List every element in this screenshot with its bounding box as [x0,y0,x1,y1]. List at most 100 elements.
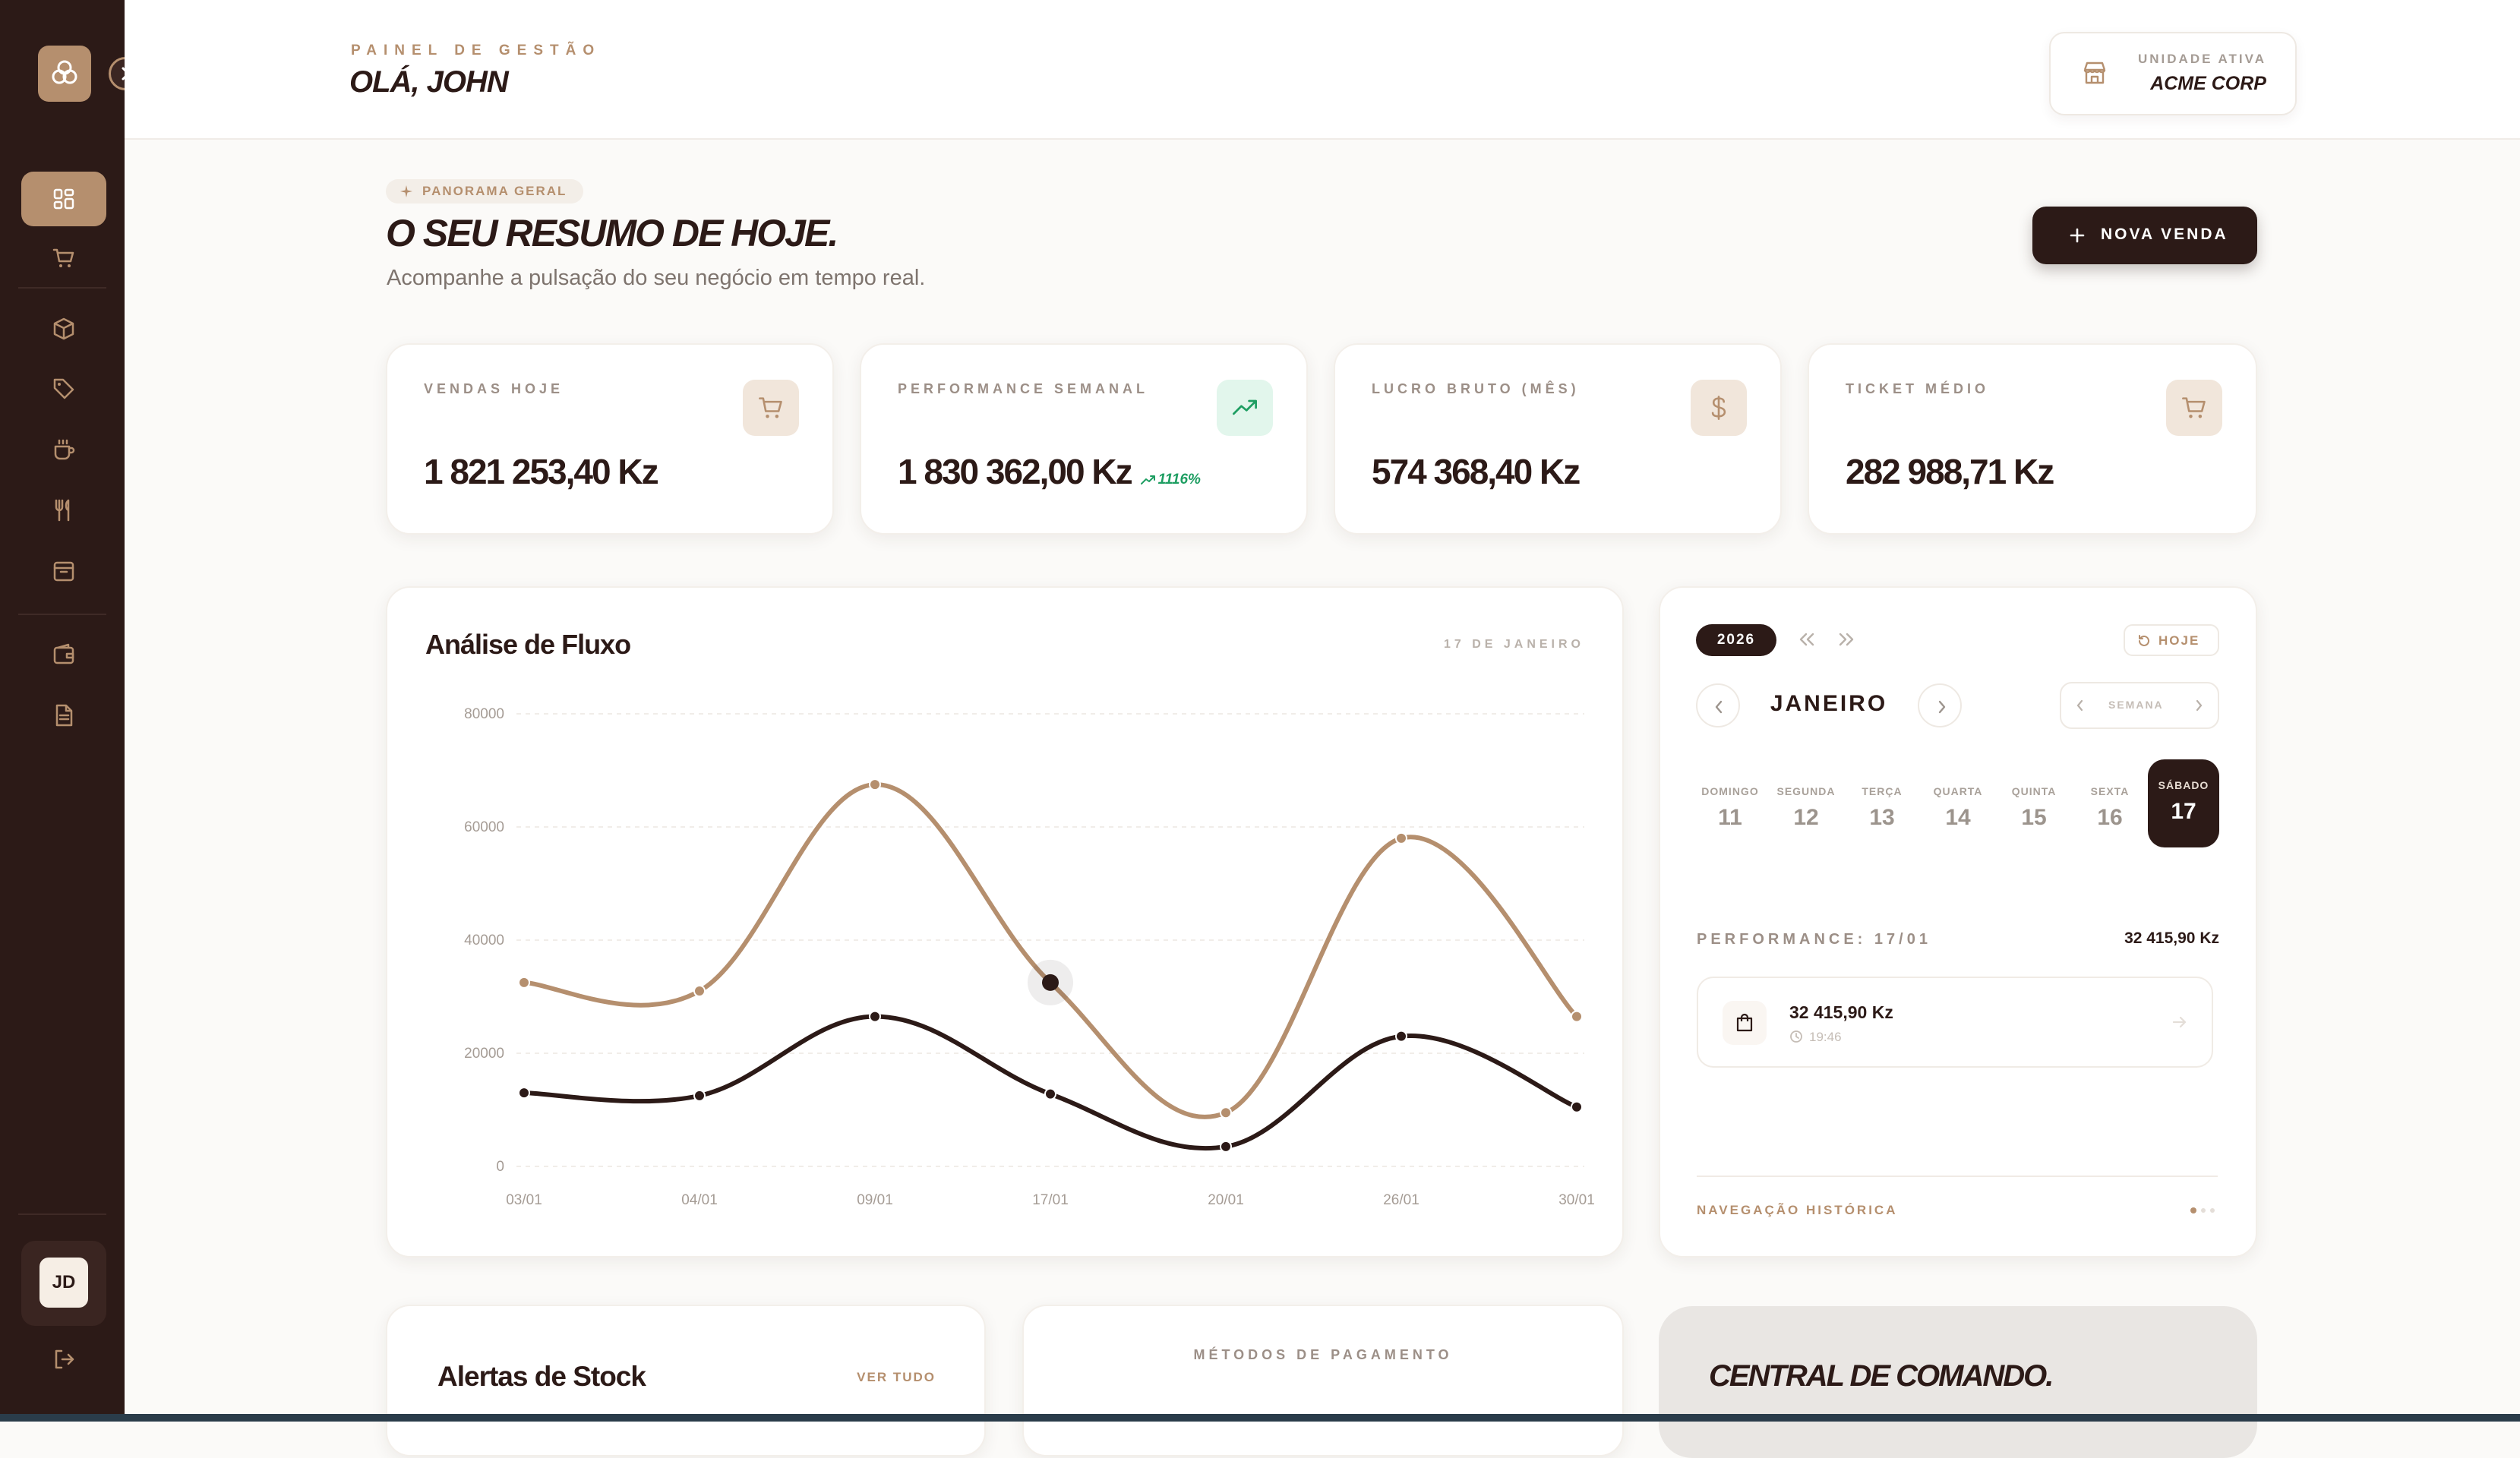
chevrons-left-icon [1799,633,1814,646]
kpi-label: TICKET MÉDIO [1846,381,1989,396]
sidebar-item-drinks[interactable] [21,422,106,477]
prev-year-button[interactable] [1797,626,1817,659]
new-sale-button[interactable]: NOVA VENDA [2032,207,2257,264]
kpi-card-sales-today: VENDAS HOJE 1 821 253,40 Kz [386,343,834,535]
shopping-bag-icon [1736,1013,1753,1032]
logout-button[interactable] [52,1347,76,1371]
calendar-day[interactable]: TERÇA 13 [1846,759,1918,847]
x-tick-label: 20/01 [1208,1192,1244,1208]
divider [1697,1176,2218,1177]
pager-dot[interactable] [2201,1208,2206,1213]
dollar-icon [1711,396,1726,420]
header-eyebrow: PAINEL DE GESTÃO [351,43,602,58]
app-logo[interactable] [38,46,91,102]
week-navigator: SEMANA [2060,682,2219,729]
calendar-day-selected[interactable]: SÁBADO 17 [2148,759,2219,847]
flow-title: Análise de Fluxo [425,629,631,660]
data-point [1220,1106,1232,1119]
y-tick-label: 40000 [464,933,504,948]
chevron-left-icon[interactable] [2072,697,2089,714]
x-tick-label: 04/01 [681,1192,718,1208]
sidebar-item-inventory[interactable] [21,544,106,598]
cart-icon [759,397,782,418]
sidebar-divider [18,287,106,289]
day-number: 13 [1869,805,1895,830]
calendar-day[interactable]: DOMINGO 11 [1694,759,1767,847]
box-icon [53,317,74,340]
greeting: OLÁ, JOHN [349,65,509,99]
data-point [518,1087,530,1100]
active-unit-selector[interactable]: UNIDADE ATIVA ACME CORP [2049,32,2297,115]
top-header: PAINEL DE GESTÃO OLÁ, JOHN UNIDADE ATIVA… [125,0,2520,140]
x-tick-label: 17/01 [1032,1192,1069,1208]
pager-dot-active[interactable] [2190,1207,2196,1213]
kpi-value: 1 821 253,40 Kz [424,452,659,491]
data-point [518,976,530,989]
kpi-card-weekly-performance: PERFORMANCE SEMANAL 1 830 362,00 Kz 1116% [860,343,1308,535]
view-all-link[interactable]: VER TUDO [857,1370,936,1384]
day-name: SEGUNDA [1776,785,1836,797]
sidebar-item-wallet[interactable] [21,627,106,682]
chevron-right-icon[interactable] [2190,697,2207,714]
kpi-label: PERFORMANCE SEMANAL [898,381,1149,396]
y-tick-label: 20000 [464,1046,504,1062]
performance-label: PERFORMANCE: 17/01 [1697,931,1931,948]
kpi-card-average-ticket: TICKET MÉDIO 282 988,71 Kz [1808,343,2257,535]
tag-icon [53,378,74,399]
payment-methods-label: MÉTODOS DE PAGAMENTO [1193,1347,1453,1362]
kpi-trend: 1116% [1140,472,1201,488]
archive-icon [53,561,74,582]
chevrons-right-icon [1839,633,1854,646]
chevron-right-icon [1938,700,1946,714]
calendar-day[interactable]: QUINTA 15 [1997,759,2070,847]
day-number: 16 [2097,805,2123,830]
sidebar-item-products[interactable] [21,301,106,356]
y-tick-label: 0 [496,1159,504,1175]
sale-entry-row[interactable]: 32 415,90 Kz 19:46 [1697,977,2213,1068]
highlight-point [1042,974,1059,991]
week-label: SEMANA [2108,699,2164,711]
plus-icon [2070,228,2085,243]
day-name: DOMINGO [1701,785,1759,797]
year-badge[interactable]: 2026 [1696,624,1776,656]
day-number: 14 [1945,805,1971,830]
kpi-trend-value: 1116% [1157,472,1201,488]
sidebar-item-tags[interactable] [21,361,106,416]
next-year-button[interactable] [1836,626,1856,657]
x-tick-label: 03/01 [506,1192,542,1208]
series-line-1 [522,1014,1579,1151]
day-name: SEXTA [2090,785,2130,797]
sidebar-item-cart[interactable] [21,231,106,286]
logo-icon [52,60,77,84]
entry-icon-badge [1723,1001,1767,1045]
sidebar-item-reports[interactable] [21,688,106,743]
pager-dot[interactable] [2210,1208,2215,1213]
data-point [1044,1087,1056,1100]
calendar-day[interactable]: SEXTA 16 [2073,759,2146,847]
sidebar-item-restaurant[interactable] [21,483,106,538]
prev-month-button[interactable] [1696,683,1740,727]
calendar-day[interactable]: SEGUNDA 12 [1770,759,1843,847]
month-label: JANEIRO [1770,691,1888,716]
clock-icon [1790,1030,1802,1043]
next-month-button[interactable] [1918,683,1962,727]
data-point [693,1089,706,1102]
sparkle-icon [400,185,412,197]
kpi-icon-badge [743,380,799,436]
data-point [1395,832,1407,844]
calendar-day[interactable]: QUARTA 14 [1922,759,1994,847]
payment-methods-card: MÉTODOS DE PAGAMENTO [1022,1305,1624,1456]
logout-icon [55,1349,74,1369]
wallet-icon [53,643,74,664]
kpi-value: 1 830 362,00 Kz 1116% [898,451,1201,492]
data-point [869,778,881,791]
data-point [1571,1100,1583,1113]
day-number: 11 [1718,805,1742,830]
today-button[interactable]: HOJE [2124,624,2219,656]
stock-alerts-title: Alertas de Stock [437,1361,646,1392]
page-title: O SEU RESUMO DE HOJE. [386,212,838,254]
user-menu[interactable]: JD [21,1241,106,1326]
day-number: 12 [1793,805,1819,830]
data-point [1220,1140,1232,1153]
sidebar-item-dashboard[interactable] [21,172,106,226]
